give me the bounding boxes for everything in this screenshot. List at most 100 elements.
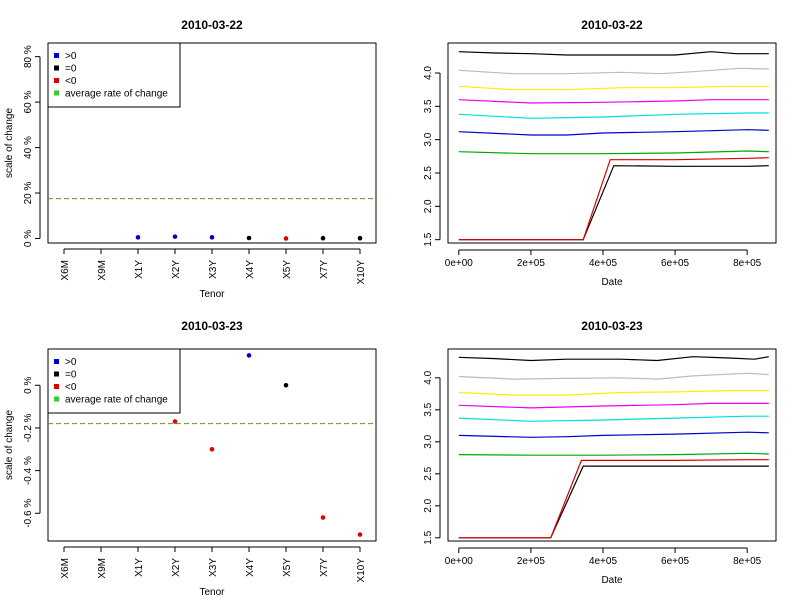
chart-title: 2010-03-22 [581,18,643,32]
x-tick-label: X4Y [245,558,256,577]
series-line-6 [458,431,769,438]
x-axis-label: Date [601,277,623,288]
x-tick-label: X1Y [134,558,145,577]
chart-title: 2010-03-22 [181,18,243,32]
x-tick-label: 0e+00 [445,258,474,269]
data-point-x5y [283,382,289,388]
y-tick-label: -0.2 % [23,413,34,442]
legend-label: <0 [65,382,77,393]
y-tick-label: 3.5 [423,99,434,113]
data-point-x10y [357,235,363,241]
y-tick-label: 4.0 [423,66,434,80]
x-tick-label: X1Y [134,260,145,279]
legend-box [47,348,181,414]
series-line-6 [458,129,769,136]
plot-frame [47,348,377,542]
series-line-4 [458,402,769,409]
x-tick-label: 6e+05 [661,258,690,269]
x-tick-label: X7Y [319,260,330,279]
legend-marker [54,90,59,96]
y-tick-label: 2.5 [423,466,434,480]
legend-marker [54,53,59,58]
chart-title: 2010-03-23 [181,319,243,333]
series-line-7 [458,452,769,456]
series-line-5 [458,415,769,422]
series-line-8 [458,465,769,539]
legend-marker [54,384,59,389]
legend-label: <0 [65,76,77,87]
legend-marker [54,371,59,377]
chart-title: 2010-03-23 [581,319,643,333]
y-tick-label: 60 % [23,91,34,114]
legend-label: =0 [65,370,77,381]
data-point-x2y [172,419,178,424]
data-point-x3y [209,235,215,240]
y-tick-label: 3.0 [423,132,434,146]
series-line-2 [458,372,769,380]
y-tick-label: 3.5 [423,402,434,416]
legend-label: =0 [65,64,77,75]
y-tick-label: 2.0 [423,498,434,512]
y-tick-label: 3.0 [423,434,434,448]
data-point-x4y [246,235,252,241]
series-line-3 [458,85,769,91]
plot-frame [47,42,377,244]
x-tick-label: X2Y [171,558,182,577]
x-tick-label: X7Y [319,558,330,577]
data-point-x7y [320,235,326,241]
y-axis-label: scale of change [4,108,15,178]
x-tick-label: 2e+05 [517,258,546,269]
data-point-x1y [135,235,141,240]
x-tick-label: X9M [97,558,108,579]
y-tick-label: 80 % [23,45,34,68]
y-tick-label: 2.0 [423,199,434,213]
plot-frame [447,42,777,244]
data-point-x10y [357,532,363,537]
series-line-7 [458,150,769,155]
series-line-1 [458,356,769,362]
legend-marker [54,65,59,71]
x-axis-label: Tenor [199,289,225,300]
x-tick-label: X9M [97,260,108,281]
x-tick-label: 4e+05 [589,258,618,269]
chart-1: 2010-03-22 0 % 20 % 40 % 60 % 80 % X6M X9M X1Y X2… [4,18,377,300]
y-tick-label: -0.4 % [23,456,34,485]
x-tick-label: X10Y [356,260,367,285]
data-point-x4y [246,353,252,358]
legend-label: >0 [65,357,77,368]
data-point-x3y [209,446,215,452]
x-tick-label: 4e+05 [589,556,618,567]
series-line-5 [458,112,769,119]
x-tick-label: X6M [60,558,71,579]
x-tick-label: X2Y [171,260,182,279]
chart-4: 2010-03-23 1.5 2.0 2.5 3.0 3.5 4.0 0e+00 2e+05 4e… [423,319,777,586]
x-tick-label: 8e+05 [733,556,762,567]
legend-label: >0 [65,51,77,62]
x-tick-label: X5Y [282,260,293,279]
legend-box [47,42,181,108]
x-tick-label: 8e+05 [733,258,762,269]
data-point-x2y [172,234,178,239]
data-point-x7y [320,515,326,520]
x-tick-label: 2e+05 [517,556,546,567]
series-line-1 [458,51,769,56]
y-axis-label: scale of change [4,410,15,480]
y-tick-label: -0.6 % [23,499,34,528]
x-tick-label: X3Y [208,260,219,279]
series-line-4 [458,99,769,104]
chart-3: 2010-03-23 0 % -0.2 % -0.4 % -0.6 % X6M X9M X1Y… [4,319,377,598]
y-tick-label: 40 % [23,136,34,159]
x-tick-label: X4Y [245,260,256,279]
y-tick-label: 20 % [23,181,34,204]
x-tick-label: 6e+05 [661,556,690,567]
legend-marker [54,78,59,83]
x-tick-label: X3Y [208,558,219,577]
series-line-9 [458,459,769,539]
data-point-x5y [283,236,289,241]
legend: >0 =0<0 average rate of change [47,348,181,414]
series-line-9 [458,157,769,241]
x-axis-label: Date [601,575,623,586]
x-tick-label: X10Y [356,558,367,583]
plot-frame [447,348,777,542]
